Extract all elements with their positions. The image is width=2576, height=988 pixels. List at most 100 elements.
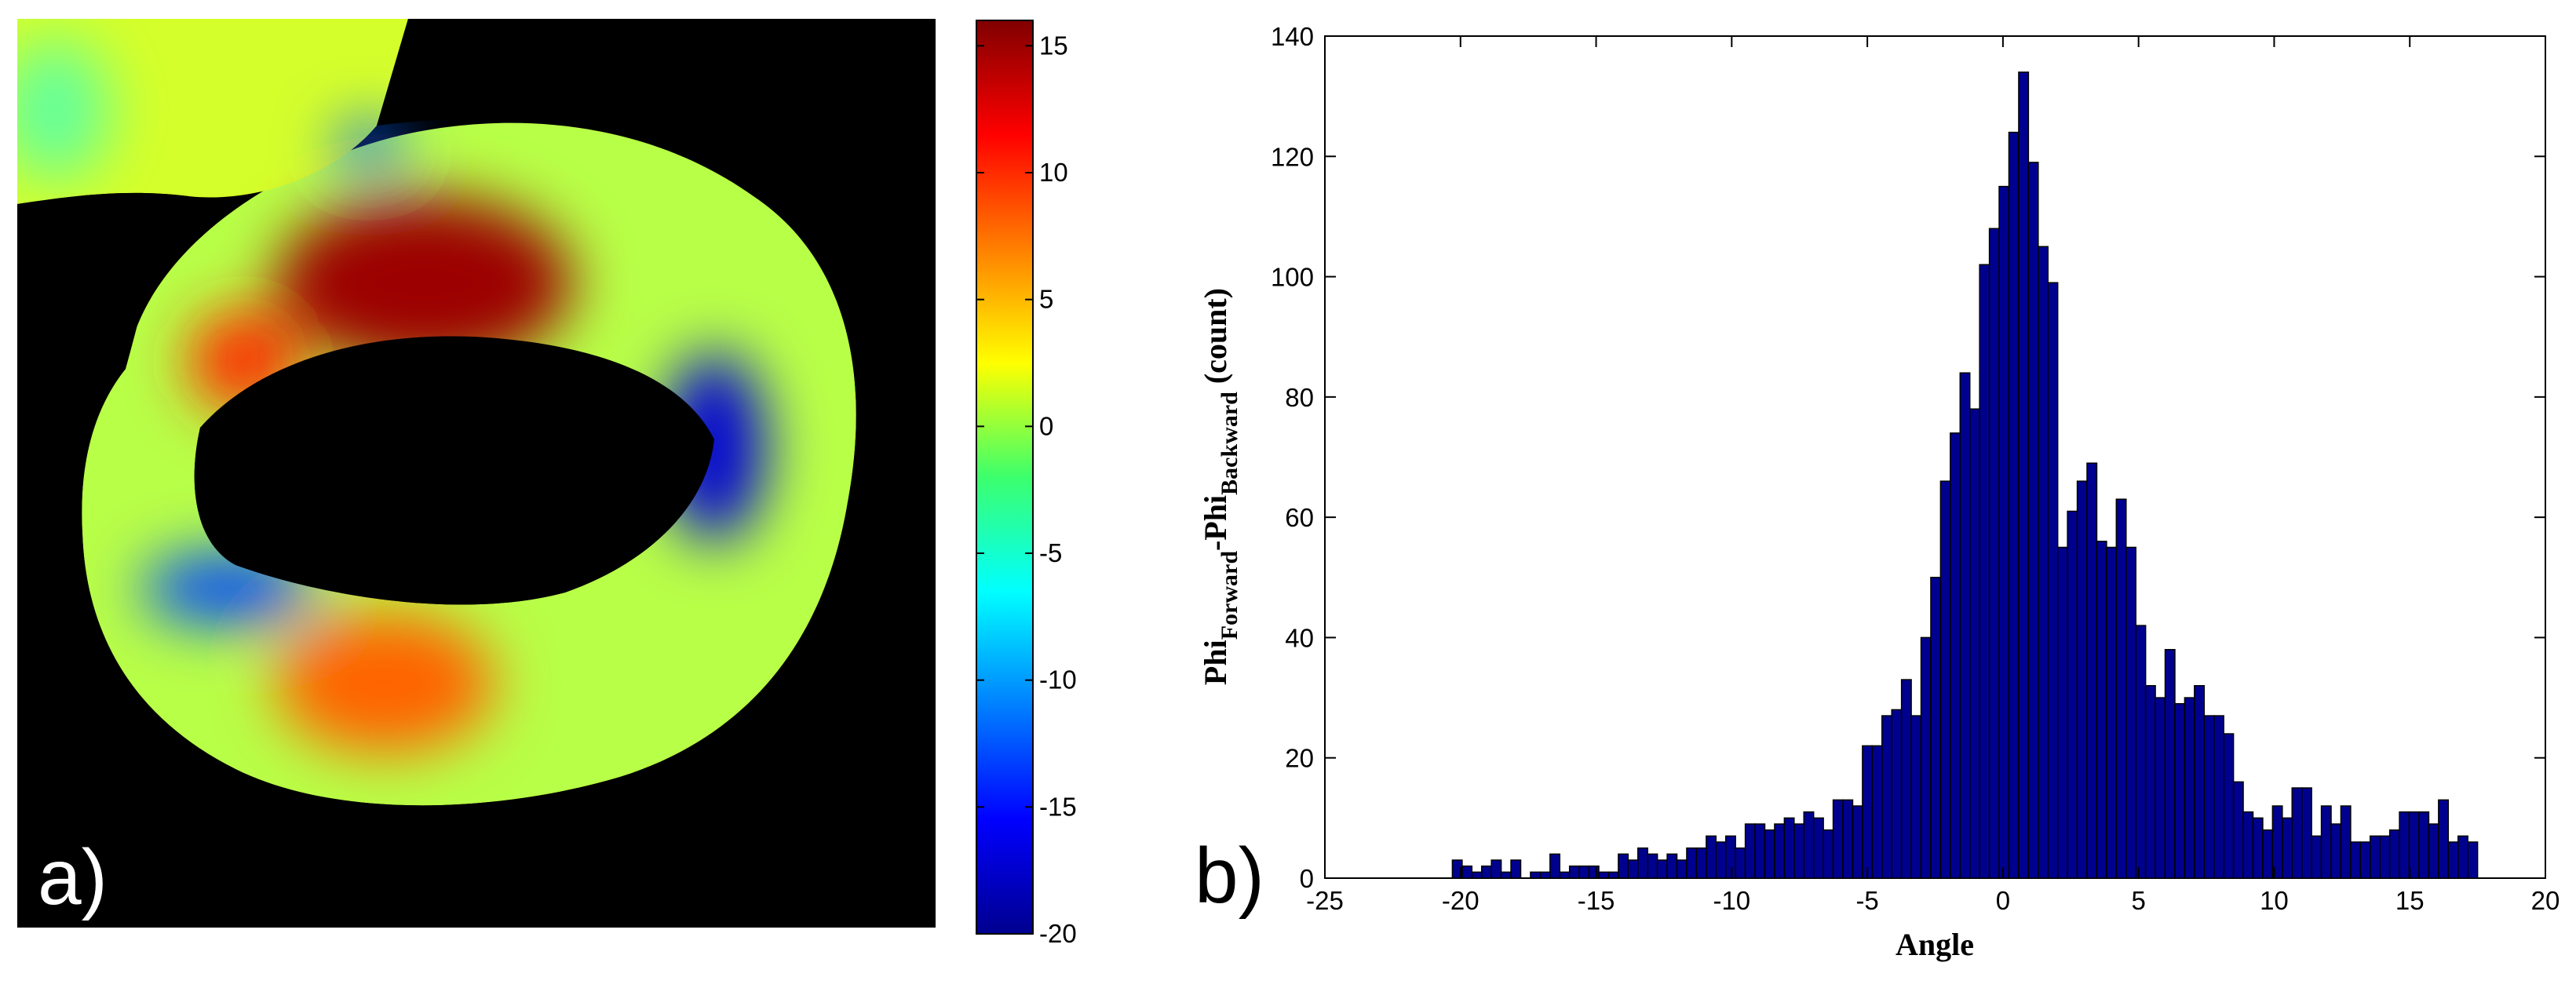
histogram-bar xyxy=(2223,733,2235,879)
histogram-bar xyxy=(2428,823,2439,879)
histogram-bar xyxy=(2232,781,2244,879)
histogram-bar xyxy=(1539,871,1551,879)
histogram-bar xyxy=(1647,853,1658,879)
histogram-bar xyxy=(2213,715,2224,879)
histogram-bar xyxy=(1578,865,1590,879)
histogram-bar xyxy=(1803,811,1815,879)
histogram-ticks: -25 -20 -15 -10 -5 0 5 10 15 20 0 20 40 60 80 100 120 140 xyxy=(1271,22,2560,915)
histogram-bar xyxy=(1549,853,1561,879)
histogram-bar xyxy=(1588,865,1600,879)
histogram-bar xyxy=(2399,811,2410,879)
heatmap-blob xyxy=(275,612,494,753)
histogram-bar xyxy=(1510,859,1522,879)
histogram-bar xyxy=(2076,480,2088,879)
x-tick-label: -10 xyxy=(1713,886,1750,915)
histogram-bars xyxy=(1451,71,2479,879)
histogram-bar xyxy=(2067,510,2078,879)
histogram-bar xyxy=(2174,702,2186,879)
y-tick-label: 80 xyxy=(1285,383,1314,412)
histogram-bar xyxy=(1930,577,1942,879)
histogram-bar xyxy=(1998,185,2010,879)
histogram-bar xyxy=(2125,546,2136,879)
histogram-bar xyxy=(2418,811,2430,879)
histogram-bar xyxy=(1950,432,1961,879)
x-tick-label: -15 xyxy=(1578,886,1615,915)
histogram-bar xyxy=(2447,841,2459,879)
histogram-bar xyxy=(2282,817,2293,879)
histogram-bar xyxy=(1715,841,1727,879)
histogram-bar xyxy=(2164,649,2176,879)
histogram-bar xyxy=(1910,715,1922,879)
histogram-panel: -25 -20 -15 -10 -5 0 5 10 15 20 0 20 40 60 80 100 120 140… xyxy=(1195,22,2560,962)
colorbar-gradient xyxy=(976,20,1034,935)
histogram-bar xyxy=(1686,847,1698,879)
y-axis-label-base1: Phi xyxy=(1198,640,1233,685)
histogram-bar xyxy=(1471,871,1483,879)
histogram-bar xyxy=(1842,799,1854,879)
colorbar-tick-label: 0 xyxy=(1039,411,1053,440)
y-axis-label-sub1: Forward xyxy=(1217,551,1242,640)
histogram-bar xyxy=(2184,697,2195,879)
colorbar-tick-label: -10 xyxy=(1039,665,1077,695)
colorbar-tick-label: 15 xyxy=(1039,31,1068,60)
x-axis-label: Angle xyxy=(1896,927,1974,962)
histogram-bar xyxy=(1862,745,1874,879)
histogram-bar xyxy=(2096,541,2107,879)
x-tick-label: -20 xyxy=(1442,886,1480,915)
histogram-bar xyxy=(1783,817,1795,879)
histogram-bar xyxy=(2056,546,2068,879)
histogram-bar xyxy=(1676,859,1688,879)
histogram-bar xyxy=(1480,865,1492,879)
panel-label-a: a) xyxy=(38,833,108,921)
histogram-bar xyxy=(1744,823,1756,879)
histogram-bar xyxy=(1491,859,1502,879)
histogram-bar xyxy=(2106,546,2118,879)
y-axis-label-mid: -Phi xyxy=(1198,495,1233,551)
histogram-bar xyxy=(2467,841,2479,879)
y-tick-label: 100 xyxy=(1271,263,1314,292)
histogram-bar xyxy=(2370,835,2381,879)
histogram-bar xyxy=(1793,823,1805,879)
histogram-bar xyxy=(2252,817,2264,879)
histogram-bar xyxy=(1832,799,1844,879)
x-tick-label: 20 xyxy=(2531,886,2560,915)
histogram-bar xyxy=(1706,835,1717,879)
histogram-bar xyxy=(1774,823,1786,879)
histogram-bar xyxy=(1695,847,1707,879)
histogram-bar xyxy=(1959,372,1971,879)
histogram-bar xyxy=(2242,811,2254,879)
histogram-bar xyxy=(1637,847,1648,879)
histogram-bar xyxy=(1666,853,1678,879)
histogram-bar xyxy=(2144,684,2156,879)
colorbar-tick-label: -15 xyxy=(1039,792,1077,821)
heatmap-panel: a) xyxy=(17,19,936,928)
histogram-bar xyxy=(1559,871,1571,879)
histogram-bar xyxy=(1607,871,1619,879)
histogram-bar xyxy=(2018,71,2030,879)
heatmap-upper-left-region xyxy=(17,19,408,204)
histogram-bar xyxy=(1627,859,1639,879)
histogram-bar xyxy=(1988,228,2000,879)
colorbar-tick-label: 5 xyxy=(1039,285,1053,314)
histogram-bar xyxy=(2047,282,2059,879)
colorbar-tick-label: 10 xyxy=(1039,158,1068,187)
y-tick-label: 20 xyxy=(1285,744,1314,773)
histogram-bar xyxy=(2155,697,2166,879)
histogram-bar xyxy=(2359,841,2371,879)
histogram-bar xyxy=(1900,679,1912,879)
histogram-bar xyxy=(2320,805,2332,879)
histogram-bar xyxy=(1968,408,1980,879)
histogram-bar xyxy=(2379,835,2391,879)
histogram-bar xyxy=(1618,853,1629,879)
x-tick-label: -25 xyxy=(1306,886,1344,915)
histogram-bar xyxy=(1939,480,1951,879)
panel-label-b: b) xyxy=(1195,832,1264,920)
histogram-bar xyxy=(2203,715,2215,879)
histogram-bar xyxy=(1598,871,1610,879)
histogram-bar xyxy=(2086,462,2098,879)
heatmap-hole xyxy=(194,336,715,605)
colorbar: 15 10 5 0 -5 -10 -15 -20 xyxy=(976,20,1077,948)
histogram-bar xyxy=(2457,835,2468,879)
histogram-bar xyxy=(1979,264,1990,879)
